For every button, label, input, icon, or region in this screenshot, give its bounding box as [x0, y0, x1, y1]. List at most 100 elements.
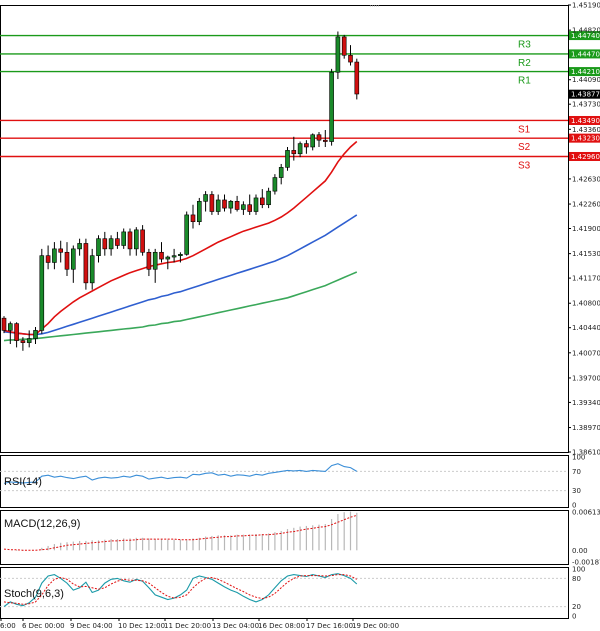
candle-body	[171, 255, 177, 258]
level-badge-s1	[569, 115, 600, 125]
candle-body	[335, 36, 341, 73]
candle-body	[228, 201, 234, 209]
level-badge-r3	[569, 31, 600, 41]
candle-body	[146, 251, 152, 270]
y-tick-label: 1.40440	[572, 324, 600, 332]
candle-body	[20, 340, 26, 343]
sub-tick-label: 100	[572, 454, 585, 462]
current-price-text: 1.43877	[571, 91, 600, 99]
candle-body	[341, 36, 347, 56]
level-badge-text-s1: 1.43490	[571, 117, 600, 125]
candle-body	[322, 139, 328, 142]
rsi-panel: 100 70 30 0 RSI(14)	[0, 454, 585, 510]
candle-body	[348, 54, 353, 63]
y-tick-label: 1.43360	[572, 126, 600, 134]
candle-body	[310, 134, 316, 148]
candle-body	[58, 248, 64, 253]
y-tick-label: 1.42260	[572, 201, 600, 209]
candle-body	[247, 204, 252, 212]
panel-frame-stoch	[0, 567, 569, 619]
level-label-s3: S3	[518, 160, 531, 171]
candle-body	[184, 214, 189, 255]
x-tick-label: 9 Dec 04:00	[70, 622, 113, 630]
level-badge-s3	[569, 151, 600, 161]
candle-body	[1, 317, 7, 331]
level-badge-text-r3: 1.44740	[571, 32, 600, 40]
y-tick-label: 1.44820	[572, 27, 600, 35]
level-badge-text-r2: 1.44470	[571, 50, 600, 58]
sub-tick-label: 20	[572, 603, 581, 611]
candle-body	[140, 229, 145, 253]
x-tick-label: 10 Dec 12:00	[118, 622, 165, 630]
candle-body	[354, 61, 360, 95]
candles	[1, 31, 360, 351]
sub-tick-label: 30	[572, 487, 581, 495]
candle-body	[26, 338, 32, 343]
candle-body	[285, 150, 290, 168]
y-tick-label: 1.38970	[572, 424, 600, 432]
candle-body	[329, 71, 334, 142]
candle-body	[152, 251, 158, 270]
candle-body	[134, 229, 139, 250]
sub-tick-label: 100	[572, 566, 585, 574]
y-tick-label: 1.45190	[572, 2, 600, 10]
candle-body	[304, 143, 309, 148]
level-label-s1: S1	[518, 124, 531, 135]
candle-body	[77, 243, 82, 250]
level-badge-s2	[569, 133, 600, 143]
candle-body	[253, 197, 259, 212]
rsi-title: RSI(14)	[4, 476, 42, 488]
candle-body	[259, 197, 265, 206]
candle-body	[215, 199, 221, 212]
x-tick-label: 6:00	[0, 622, 16, 630]
y-tick-label: 1.39700	[572, 374, 600, 382]
candle-body	[8, 323, 13, 331]
candle-body	[209, 194, 215, 212]
candle-body	[127, 231, 133, 250]
x-tick-label: 6 Dec 00:00	[22, 622, 65, 630]
candle-body	[121, 231, 126, 246]
y-tick-label: 1.41170	[572, 275, 600, 283]
stoch-d-line	[3, 574, 358, 605]
ma-green-line	[3, 271, 358, 342]
candle-body	[272, 177, 278, 192]
level-badge-text-r1: 1.44210	[571, 68, 600, 76]
rsi-line	[3, 463, 358, 484]
candle-body	[234, 201, 240, 210]
moving-averages	[3, 140, 358, 342]
level-label-s2: S2	[518, 142, 531, 153]
candle-body	[64, 251, 70, 270]
sub-tick-label: 80	[572, 575, 581, 583]
macd-signal-line	[3, 514, 357, 551]
pivot-levels: R3 1.44740 R2 1.44470 R1 1.44210 S1 1.43490 S2 1.…	[0, 31, 600, 171]
candle-body	[39, 255, 45, 331]
level-badge-text-s3: 1.42960	[571, 153, 600, 161]
sub-tick-label: -0.00187	[572, 559, 600, 567]
x-tick-label: 13 Dec 04:00	[212, 622, 259, 630]
candle-body	[52, 248, 57, 263]
candle-body	[115, 238, 120, 246]
panel-frame-rsi	[0, 455, 569, 508]
candle-body	[222, 199, 227, 209]
candle-body	[266, 190, 271, 206]
level-badge-r1	[569, 67, 600, 77]
level-label-r2: R2	[518, 58, 531, 69]
y-tick-label: 1.42630	[572, 175, 600, 183]
candle-body	[190, 214, 196, 223]
panel-frame-main	[0, 5, 569, 453]
level-badge-r2	[569, 49, 600, 59]
candle-body	[83, 243, 89, 284]
level-label-r3: R3	[518, 40, 531, 51]
x-tick-label: 11 Dec 20:00	[164, 622, 211, 630]
level-badge-text-s2: 1.43230	[571, 135, 600, 143]
candle-body	[197, 201, 202, 223]
candle-body	[291, 150, 297, 155]
candle-body	[159, 251, 164, 260]
level-label-r1: R1	[518, 76, 531, 87]
candle-body	[297, 143, 303, 155]
candle-body	[33, 330, 38, 339]
candle-body	[45, 255, 51, 263]
candle-body	[278, 167, 284, 178]
